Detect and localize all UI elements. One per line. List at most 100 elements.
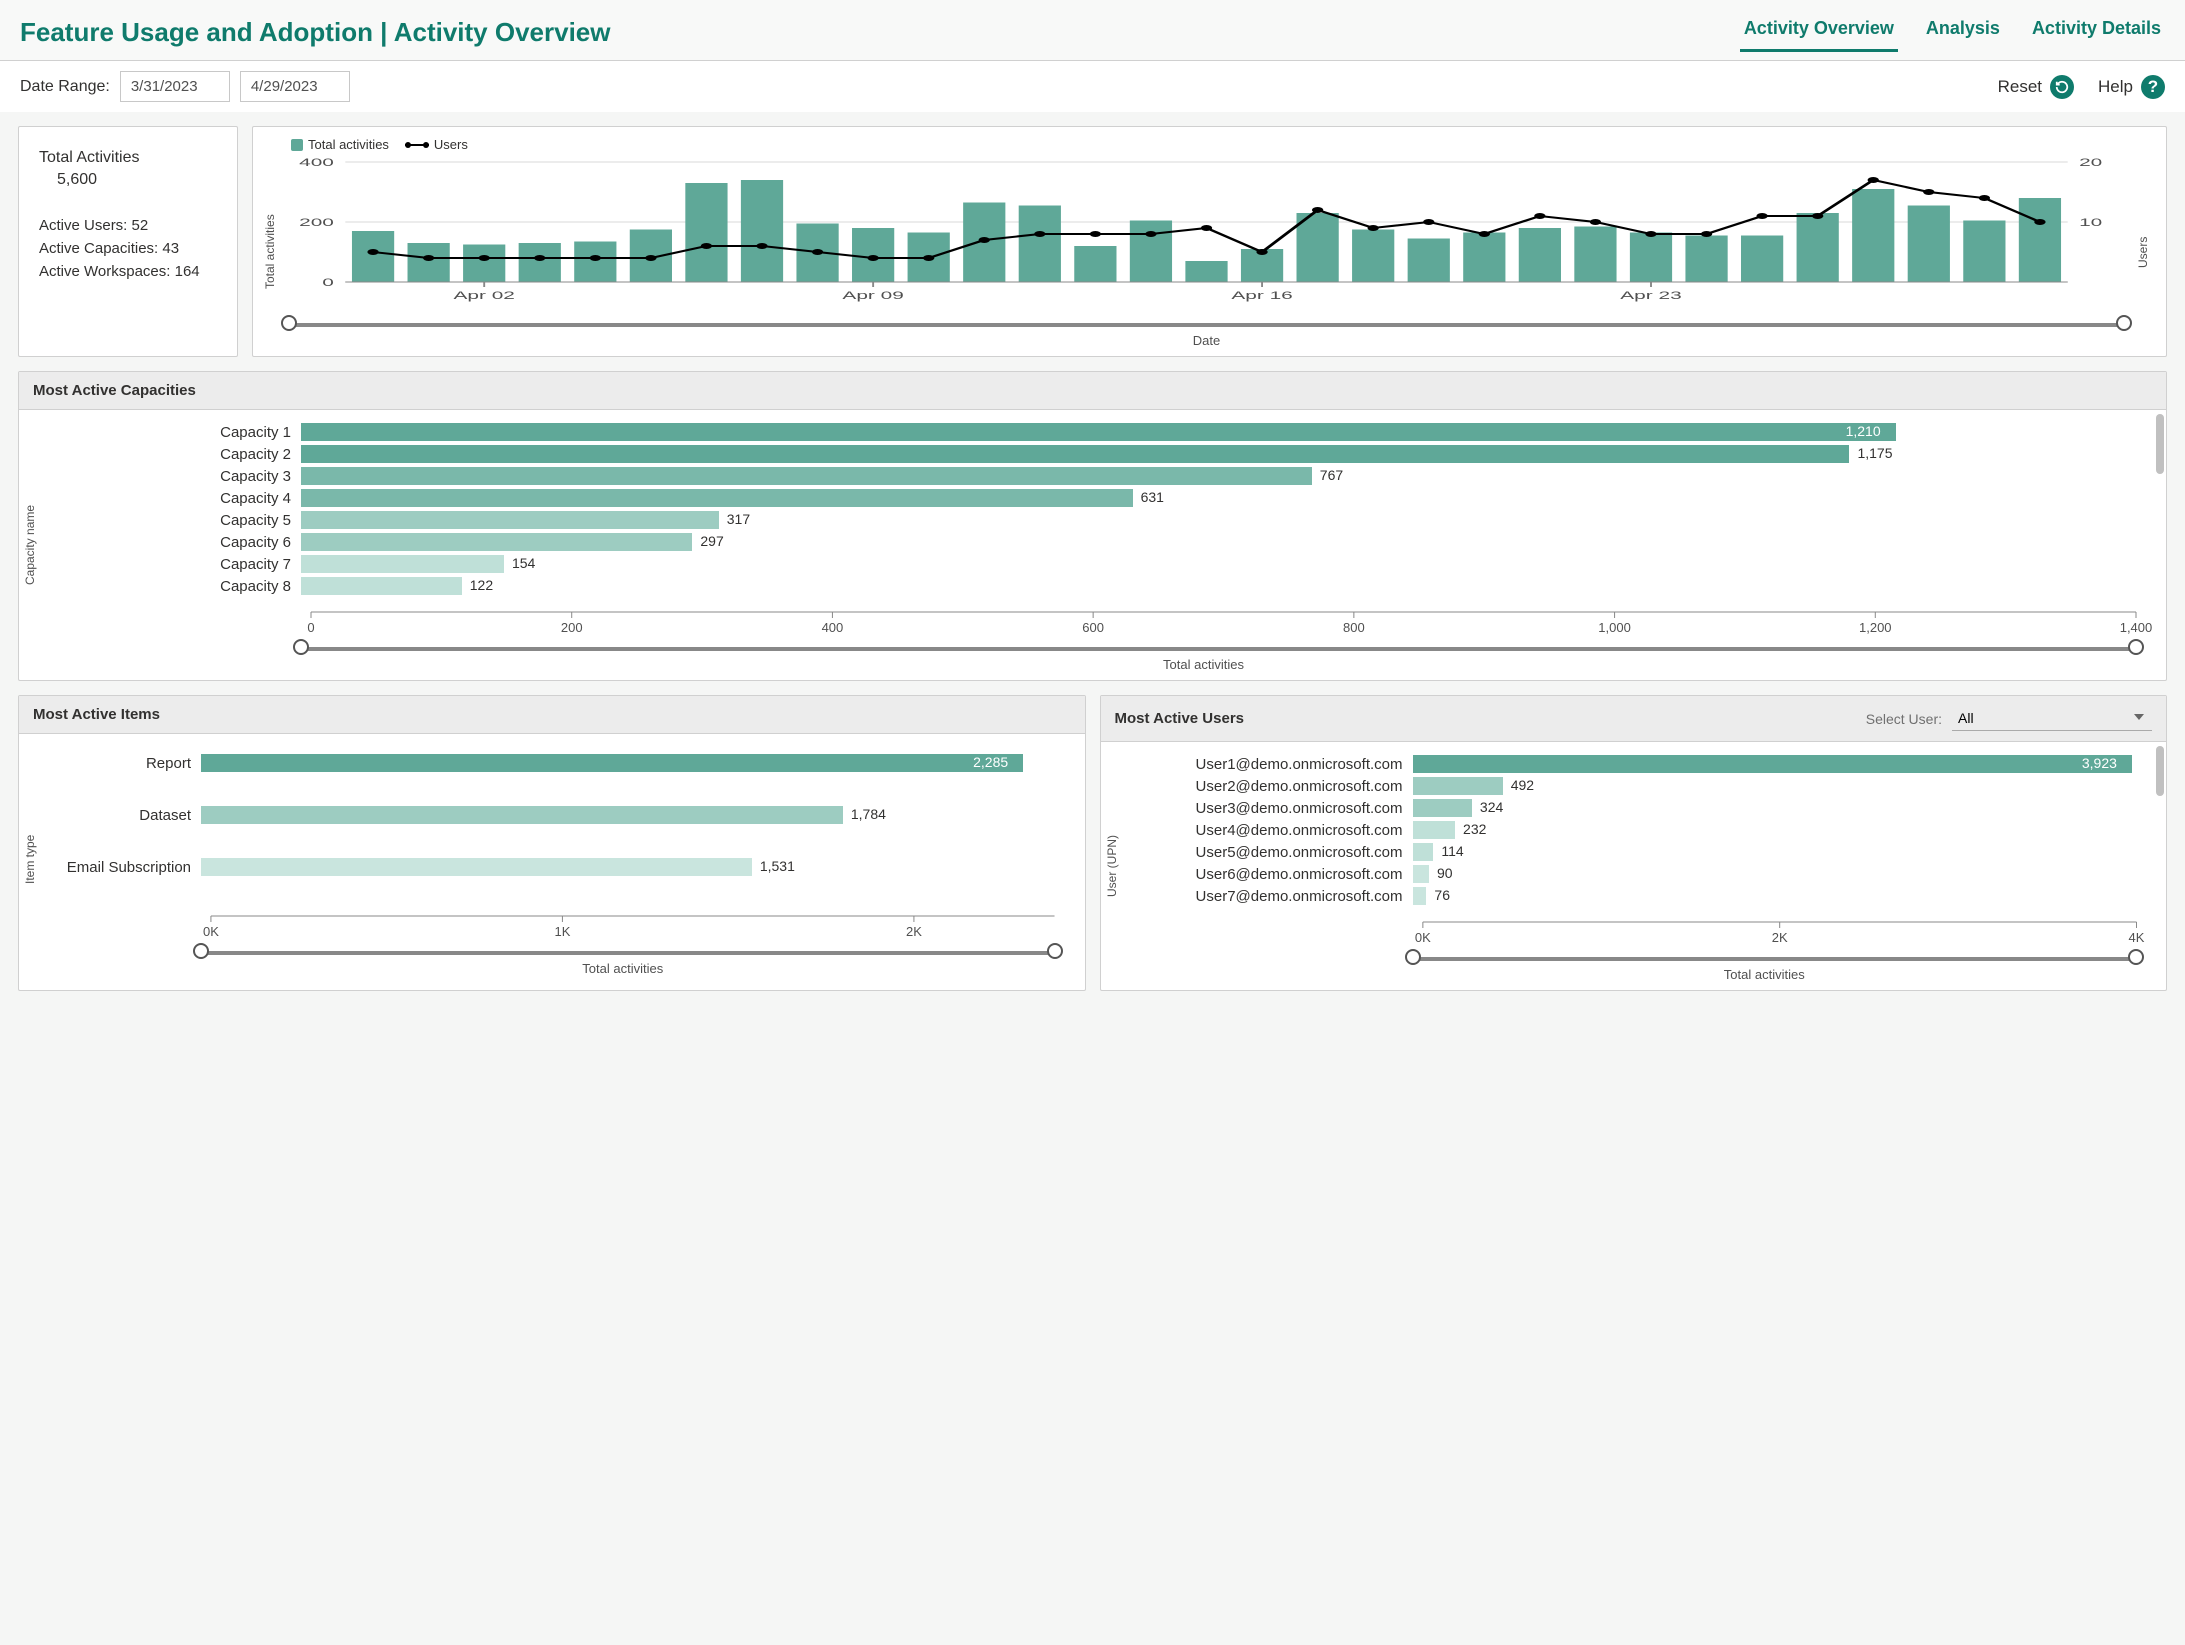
date-range-label: Date Range: [20, 78, 110, 96]
row-1: Total Activities 5,600 Active Users: 52 … [18, 126, 2167, 357]
hbar-value: 90 [1437, 865, 1453, 881]
users-slider[interactable] [1413, 957, 2137, 961]
hbar-value: 154 [512, 555, 535, 571]
hbar-label: User3@demo.onmicrosoft.com [1133, 800, 1413, 817]
kpi-active-users: Active Users: 52 [39, 217, 217, 234]
row-3: Most Active Items Item type Report 2,285… [18, 695, 2167, 991]
items-chart[interactable]: Report 2,285 Dataset 1,784 Email Subscri… [41, 734, 1085, 912]
items-card: Most Active Items Item type Report 2,285… [18, 695, 1086, 991]
slider-handle-right[interactable] [2128, 949, 2144, 965]
svg-text:1K: 1K [554, 924, 570, 939]
hbar-label: Capacity 6 [51, 534, 301, 551]
slider-handle-right[interactable] [2128, 639, 2144, 655]
slider-handle-right[interactable] [1047, 943, 1063, 959]
hbar [201, 806, 843, 824]
select-user-dropdown[interactable] [1952, 706, 2152, 731]
items-y-label: Item type [19, 734, 41, 984]
items-slider[interactable] [201, 951, 1055, 955]
hbar-row: User6@demo.onmicrosoft.com 90 [1133, 864, 2147, 884]
legend-users-line [405, 144, 429, 146]
hbar-value: 1,210 [1846, 423, 1881, 439]
legend-users-label: Users [434, 137, 468, 152]
hbar-row: Capacity 8 122 [51, 576, 2146, 596]
hbar-value: 1,175 [1857, 445, 1892, 461]
hbar [201, 858, 752, 876]
svg-text:Apr 02: Apr 02 [453, 289, 514, 302]
date-start-input[interactable] [120, 71, 230, 102]
users-chart[interactable]: User1@demo.onmicrosoft.com 3,923 User2@d… [1123, 742, 2167, 918]
reset-button[interactable]: Reset [1998, 75, 2074, 99]
hbar-value: 76 [1434, 887, 1450, 903]
select-user-group: Select User: [1866, 706, 2152, 731]
hbar-value: 122 [470, 577, 493, 593]
hbar-label: User2@demo.onmicrosoft.com [1133, 778, 1413, 795]
hbar [1413, 777, 1503, 795]
hbar [301, 533, 692, 551]
hbar-label: Capacity 2 [51, 446, 301, 463]
users-title: Most Active Users [1115, 710, 1245, 727]
hbar-label: Capacity 8 [51, 578, 301, 595]
hbar-label: User4@demo.onmicrosoft.com [1133, 822, 1413, 839]
legend-activities-swatch [291, 139, 303, 151]
reset-icon [2050, 75, 2074, 99]
page-title: Feature Usage and Adoption | Activity Ov… [20, 17, 610, 48]
slider-handle-left[interactable] [193, 943, 209, 959]
hbar-label: Capacity 3 [51, 468, 301, 485]
help-button[interactable]: Help ? [2098, 75, 2165, 99]
svg-text:400: 400 [299, 156, 334, 169]
users-card: Most Active Users Select User: User (UPN… [1100, 695, 2168, 991]
hbar-row: Report 2,285 [51, 746, 1065, 780]
hbar-value: 492 [1511, 777, 1534, 793]
svg-text:10: 10 [2079, 216, 2102, 229]
hbar-label: Report [51, 755, 201, 772]
slider-handle-left[interactable] [281, 315, 297, 331]
hbar-row: Dataset 1,784 [51, 798, 1065, 832]
hbar [201, 754, 1023, 772]
main-chart-card: Total activities Users Total activities … [252, 126, 2167, 357]
slider-handle-right[interactable] [2116, 315, 2132, 331]
legend-activities: Total activities [291, 137, 389, 152]
tab-analysis[interactable]: Analysis [1922, 12, 2004, 52]
help-label: Help [2098, 77, 2133, 97]
capacities-chart[interactable]: Capacity 1 1,210 Capacity 2 1,175 Capaci… [41, 410, 2166, 608]
hbar-label: Capacity 1 [51, 424, 301, 441]
date-range-group: Date Range: [20, 71, 350, 102]
hbar-row: Email Subscription 1,531 [51, 850, 1065, 884]
svg-text:400: 400 [822, 620, 844, 635]
hbar-value: 297 [700, 533, 723, 549]
svg-text:2K: 2K [906, 924, 922, 939]
slider-handle-left[interactable] [1405, 949, 1421, 965]
svg-text:Apr 23: Apr 23 [1620, 289, 1681, 302]
tab-activity-details[interactable]: Activity Details [2028, 12, 2165, 52]
items-title: Most Active Items [19, 696, 1085, 734]
svg-text:1,000: 1,000 [1598, 620, 1631, 635]
hbar-value: 1,784 [851, 806, 886, 822]
kpi-total-activities-value: 5,600 [57, 171, 217, 189]
hbar-label: User5@demo.onmicrosoft.com [1133, 844, 1413, 861]
hbar-row: Capacity 4 631 [51, 488, 2146, 508]
capacities-x-label: Total activities [241, 657, 2166, 672]
svg-text:4K: 4K [2128, 930, 2144, 945]
capacities-x-axis: 02004006008001,0001,2001,400 [41, 608, 2166, 636]
hbar-row: User3@demo.onmicrosoft.com 324 [1133, 798, 2147, 818]
hbar [301, 511, 719, 529]
users-y-label: User (UPN) [1101, 742, 1123, 990]
hbar [301, 423, 1896, 441]
hbar-row: User5@demo.onmicrosoft.com 114 [1133, 842, 2147, 862]
kpi-card: Total Activities 5,600 Active Users: 52 … [18, 126, 238, 357]
capacities-slider[interactable] [301, 647, 2136, 651]
content: Total Activities 5,600 Active Users: 52 … [0, 112, 2185, 1019]
tab-activity-overview[interactable]: Activity Overview [1740, 12, 1898, 52]
date-end-input[interactable] [240, 71, 350, 102]
main-chart-y-left-label: Total activities [263, 156, 277, 348]
capacities-card: Most Active Capacities Capacity name Cap… [18, 371, 2167, 681]
hbar-row: User1@demo.onmicrosoft.com 3,923 [1133, 754, 2147, 774]
main-chart[interactable]: 02004001020Apr 02Apr 09Apr 16Apr 23 [277, 156, 2136, 306]
users-x-axis: 0K2K4K [1123, 918, 2167, 946]
svg-text:200: 200 [299, 216, 334, 229]
svg-text:800: 800 [1343, 620, 1365, 635]
slider-handle-left[interactable] [293, 639, 309, 655]
main-chart-slider[interactable] [289, 323, 2124, 327]
capacities-title: Most Active Capacities [19, 372, 2166, 410]
hbar-label: User7@demo.onmicrosoft.com [1133, 888, 1413, 905]
